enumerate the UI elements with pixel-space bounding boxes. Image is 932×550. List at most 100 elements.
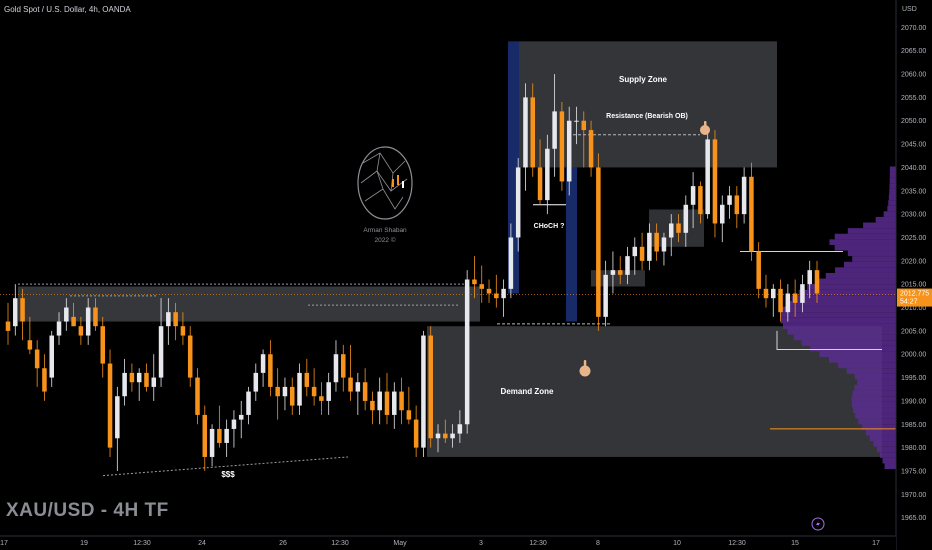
candle[interactable] xyxy=(472,256,477,299)
candle[interactable] xyxy=(647,223,652,271)
candle[interactable] xyxy=(78,316,84,345)
candle[interactable] xyxy=(260,349,266,387)
candle[interactable] xyxy=(705,130,710,219)
candle[interactable] xyxy=(173,302,178,341)
candle[interactable] xyxy=(435,424,441,453)
candle[interactable] xyxy=(231,410,237,448)
candle[interactable] xyxy=(712,130,718,238)
candle[interactable] xyxy=(158,298,164,387)
candle[interactable] xyxy=(683,195,689,247)
candle[interactable] xyxy=(304,358,310,397)
candle[interactable] xyxy=(494,274,499,308)
candle[interactable] xyxy=(406,386,412,425)
candle[interactable] xyxy=(552,74,557,177)
candle[interactable] xyxy=(392,382,397,429)
candle[interactable] xyxy=(85,298,91,345)
lightning-icon[interactable] xyxy=(811,517,825,531)
candle[interactable] xyxy=(625,246,630,285)
candle[interactable] xyxy=(727,186,732,219)
candle[interactable] xyxy=(676,214,681,243)
candle[interactable] xyxy=(311,368,317,406)
candle[interactable] xyxy=(515,158,521,252)
candle[interactable] xyxy=(209,424,215,467)
candle[interactable] xyxy=(537,139,543,205)
candle[interactable] xyxy=(617,256,623,285)
candle[interactable] xyxy=(530,83,536,177)
candle[interactable] xyxy=(268,340,273,397)
candle[interactable] xyxy=(778,279,783,322)
candle[interactable] xyxy=(246,386,251,425)
candle[interactable] xyxy=(698,181,703,224)
candle[interactable] xyxy=(20,288,25,341)
candle[interactable] xyxy=(457,410,463,443)
candle[interactable] xyxy=(443,419,448,443)
candle[interactable] xyxy=(661,232,667,266)
candle[interactable] xyxy=(741,167,747,224)
candle[interactable] xyxy=(421,330,426,457)
candle[interactable] xyxy=(5,302,11,345)
candle[interactable] xyxy=(523,83,528,191)
candle[interactable] xyxy=(785,284,791,322)
candle[interactable] xyxy=(100,316,106,378)
candle[interactable] xyxy=(326,372,331,415)
candle[interactable] xyxy=(115,386,120,471)
candle[interactable] xyxy=(144,363,149,392)
candle[interactable] xyxy=(399,377,404,425)
candle[interactable] xyxy=(486,279,492,303)
candle[interactable] xyxy=(771,284,776,317)
candle[interactable] xyxy=(289,377,295,415)
candle[interactable] xyxy=(581,111,587,168)
candle[interactable] xyxy=(632,237,638,275)
candle[interactable] xyxy=(180,312,186,345)
candle[interactable] xyxy=(224,419,229,457)
candle[interactable] xyxy=(122,358,127,406)
candle[interactable] xyxy=(238,400,244,439)
candle[interactable] xyxy=(319,382,324,415)
candle[interactable] xyxy=(690,172,696,229)
candle[interactable] xyxy=(341,344,346,392)
candle[interactable] xyxy=(355,372,361,415)
candle[interactable] xyxy=(348,344,353,401)
candle[interactable] xyxy=(56,312,62,345)
candle[interactable] xyxy=(792,279,798,317)
candle[interactable] xyxy=(362,368,368,411)
candle[interactable] xyxy=(34,340,40,387)
candle[interactable] xyxy=(654,223,659,261)
candle[interactable] xyxy=(756,242,761,299)
candle[interactable] xyxy=(202,405,208,471)
candle[interactable] xyxy=(297,363,302,415)
candle[interactable] xyxy=(93,298,98,331)
candle[interactable] xyxy=(64,298,69,331)
candle[interactable] xyxy=(377,377,382,425)
candle[interactable] xyxy=(508,223,514,299)
candle[interactable] xyxy=(479,265,484,303)
candle[interactable] xyxy=(734,186,740,229)
candle[interactable] xyxy=(195,368,200,425)
candle[interactable] xyxy=(501,279,506,317)
candle[interactable] xyxy=(217,405,222,448)
candle[interactable] xyxy=(588,120,594,177)
candle[interactable] xyxy=(27,316,33,355)
candle[interactable] xyxy=(253,363,259,401)
candles[interactable] xyxy=(5,74,820,471)
candle[interactable] xyxy=(13,284,18,336)
candle[interactable] xyxy=(129,363,135,392)
candle[interactable] xyxy=(763,274,769,308)
candle[interactable] xyxy=(639,232,645,271)
candle[interactable] xyxy=(749,162,754,261)
candle[interactable] xyxy=(574,106,579,145)
candle[interactable] xyxy=(166,298,171,345)
candle[interactable] xyxy=(545,134,550,215)
candle[interactable] xyxy=(668,214,674,257)
candle[interactable] xyxy=(42,354,47,401)
candle[interactable] xyxy=(282,377,288,411)
candle[interactable] xyxy=(275,368,280,420)
candle[interactable] xyxy=(603,260,608,327)
candle[interactable] xyxy=(814,260,820,303)
candle[interactable] xyxy=(428,326,433,448)
candle[interactable] xyxy=(49,330,54,387)
candle[interactable] xyxy=(464,270,470,434)
candle[interactable] xyxy=(370,391,375,425)
candle[interactable] xyxy=(187,326,193,387)
